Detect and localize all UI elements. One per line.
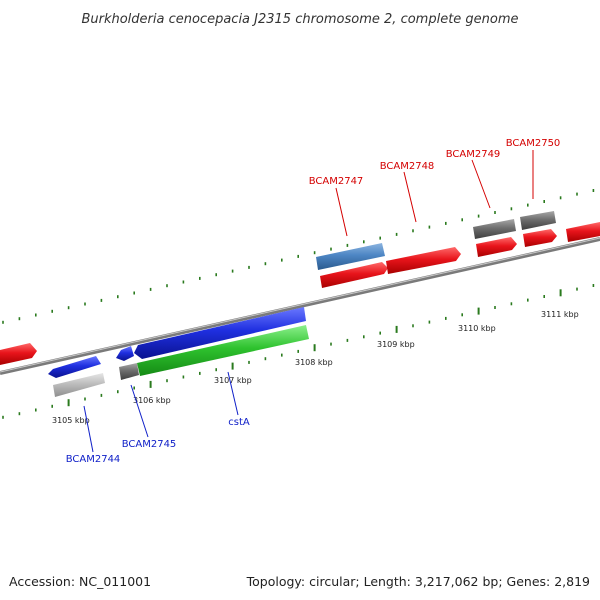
lower-feature-track	[0, 307, 309, 397]
leader-bcam2745	[130, 384, 149, 438]
scale-label-3107: 3107 kbp	[214, 376, 252, 385]
feature-bcam2748[interactable]	[386, 247, 461, 274]
upper-feature-track	[316, 211, 600, 288]
leader-bcam2744	[83, 405, 94, 453]
scale-label-3111: 3111 kbp	[541, 310, 579, 319]
feature-cstA[interactable]	[134, 307, 306, 359]
feature-grey-light[interactable]	[53, 373, 105, 397]
map-title: Burkholderia cenocepacia J2315 chromosom…	[81, 12, 518, 27]
gene-label-bcam2750[interactable]: BCAM2750	[506, 138, 561, 149]
leader-cstA	[227, 371, 239, 416]
feature-bcam2749[interactable]	[476, 237, 517, 257]
feature-red-left-edge[interactable]	[0, 343, 37, 365]
gene-label-bcam2749[interactable]: BCAM2749	[446, 149, 501, 160]
scale-label-3109: 3109 kbp	[377, 340, 415, 349]
scale-label-3105: 3105 kbp	[52, 416, 90, 425]
scale-label-3110: 3110 kbp	[458, 324, 496, 333]
leader-bcam2747	[335, 187, 348, 237]
gene-label-cstA[interactable]: cstA	[228, 417, 250, 428]
feature-green-cds[interactable]	[137, 325, 309, 376]
feature-grey-2749[interactable]	[473, 219, 516, 239]
backbone-highlight	[0, 237, 600, 373]
gene-label-bcam2747[interactable]: BCAM2747	[309, 176, 364, 187]
feature-bcam2747[interactable]	[320, 262, 388, 288]
gene-label-bcam2744[interactable]: BCAM2744	[66, 454, 121, 465]
topology-text: Topology: circular; Length: 3,217,062 bp…	[246, 574, 590, 589]
feature-bcam2750[interactable]	[523, 229, 557, 247]
lower-tick-track	[2, 284, 595, 419]
feature-red-right-edge[interactable]	[566, 222, 600, 242]
backbone	[0, 237, 600, 375]
feature-grey-2750[interactable]	[520, 211, 556, 230]
feature-steelblue[interactable]	[316, 243, 385, 270]
feature-grey-small[interactable]	[119, 363, 139, 380]
gene-label-bcam2745[interactable]: BCAM2745	[122, 439, 177, 450]
accession-text: Accession: NC_011001	[9, 574, 151, 589]
upper-tick-track	[2, 189, 595, 324]
scale-label-3106: 3106 kbp	[133, 396, 171, 405]
scale-labels: 3105 kbp 3106 kbp 3107 kbp 3108 kbp 3109…	[52, 310, 579, 425]
leader-lines	[83, 150, 534, 453]
feature-bcam2745[interactable]	[116, 346, 134, 361]
leader-bcam2749	[471, 159, 491, 209]
leader-bcam2748	[403, 171, 417, 223]
feature-bcam2744[interactable]	[48, 356, 101, 378]
gene-label-bcam2748[interactable]: BCAM2748	[380, 161, 435, 172]
gene-labels: BCAM2744 BCAM2745 cstA BCAM2747 BCAM2748…	[66, 138, 561, 465]
scale-label-3108: 3108 kbp	[295, 358, 333, 367]
